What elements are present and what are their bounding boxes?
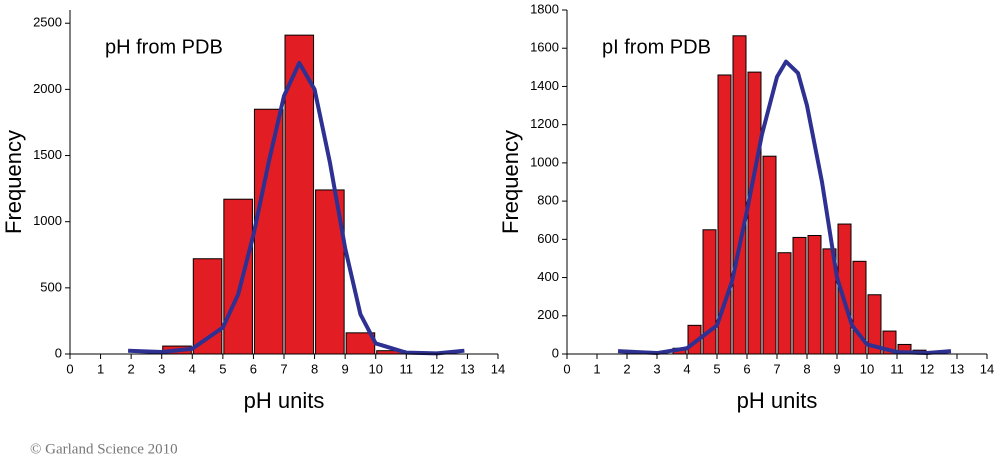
x-tick-label: 14	[980, 361, 994, 376]
x-tick-label: 6	[250, 361, 257, 376]
y-axis-label: Frequency	[498, 130, 523, 234]
x-tick-label: 14	[491, 361, 505, 376]
bar	[732, 35, 747, 355]
y-tick-label: 1800	[530, 1, 559, 16]
y-tick-label: 1200	[530, 116, 559, 131]
y-tick-label: 0	[55, 345, 62, 360]
y-axis-label: Frequency	[1, 130, 26, 234]
y-tick-label: 1500	[33, 147, 62, 162]
y-tick-label: 500	[40, 279, 62, 294]
x-tick-label: 13	[460, 361, 474, 376]
x-tick-label: 12	[430, 361, 444, 376]
bar	[807, 235, 822, 355]
fit-curve	[617, 59, 952, 356]
x-tick-label: 10	[368, 361, 382, 376]
x-tick-label: 9	[833, 361, 840, 376]
y-tick-label: 2500	[33, 15, 62, 30]
fit-curve	[128, 60, 465, 356]
x-tick-label: 7	[280, 361, 287, 376]
x-tick-label: 11	[890, 361, 904, 376]
x-tick-label: 8	[311, 361, 318, 376]
x-tick-label: 13	[950, 361, 964, 376]
x-tick-label: 2	[128, 361, 135, 376]
bar	[762, 155, 777, 355]
x-tick-label: 1	[593, 361, 600, 376]
x-tick-label: 3	[653, 361, 660, 376]
x-tick-label: 7	[773, 361, 780, 376]
x-tick-label: 0	[563, 361, 570, 376]
y-tick-label: 2000	[33, 81, 62, 96]
chart-title: pH from PDB	[105, 36, 223, 58]
credit: © Garland Science 2010	[30, 441, 178, 457]
x-tick-label: 12	[920, 361, 934, 376]
x-tick-label: 8	[803, 361, 810, 376]
chart-title: pI from PDB	[602, 36, 711, 58]
x-tick-label: 11	[400, 361, 414, 376]
y-tick-label: 1000	[530, 154, 559, 169]
y-tick-label: 200	[537, 307, 559, 322]
y-tick-label: 1600	[530, 40, 559, 55]
x-axis-label: pH units	[737, 388, 818, 413]
y-tick-label: 800	[537, 193, 559, 208]
y-tick-label: 1400	[530, 78, 559, 93]
bar	[792, 236, 807, 355]
x-tick-label: 6	[743, 361, 750, 376]
x-tick-label: 2	[623, 361, 630, 376]
bar	[777, 252, 792, 355]
y-tick-label: 600	[537, 231, 559, 246]
x-tick-label: 3	[158, 361, 165, 376]
x-tick-label: 4	[683, 361, 690, 376]
x-axis-label: pH units	[244, 388, 325, 413]
x-tick-label: 9	[342, 361, 349, 376]
y-tick-label: 400	[537, 269, 559, 284]
y-tick-label: 1000	[33, 213, 62, 228]
x-tick-label: 0	[66, 361, 73, 376]
y-tick-label: 0	[552, 345, 559, 360]
bar	[223, 198, 253, 355]
bar	[253, 108, 284, 355]
bar	[747, 71, 762, 355]
x-tick-label: 10	[860, 361, 874, 376]
x-tick-label: 5	[713, 361, 720, 376]
x-tick-label: 1	[97, 361, 104, 376]
x-tick-label: 5	[219, 361, 226, 376]
x-tick-label: 4	[189, 361, 196, 376]
